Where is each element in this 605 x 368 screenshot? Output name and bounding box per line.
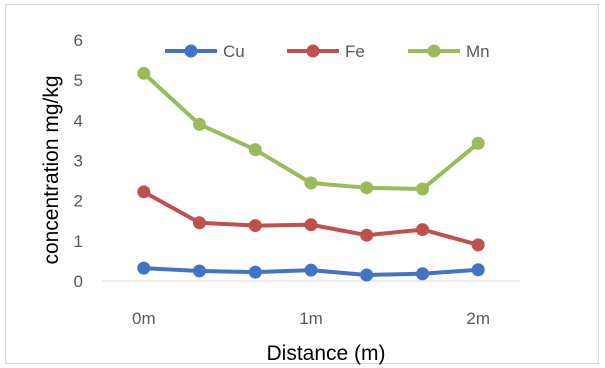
data-point-mn bbox=[360, 181, 374, 195]
data-point-mn bbox=[248, 143, 262, 157]
y-tick-label: 5 bbox=[74, 71, 83, 90]
x-axis-title: Distance (m) bbox=[266, 342, 385, 365]
data-point-mn bbox=[416, 182, 430, 196]
data-point-cu bbox=[360, 268, 374, 282]
y-tick-label: 3 bbox=[74, 152, 83, 171]
y-tick-label: 1 bbox=[74, 232, 83, 251]
data-point-fe bbox=[471, 238, 485, 252]
y-tick-label: 0 bbox=[74, 272, 83, 291]
data-point-cu bbox=[471, 263, 485, 277]
data-point-fe bbox=[248, 219, 262, 233]
axis-layer: 0 1 2 3 4 5 6 0m 1m 2m bbox=[74, 31, 520, 328]
legend-marker-fe bbox=[306, 44, 320, 58]
y-axis-title: concentration mg/kg bbox=[40, 75, 63, 264]
x-tick-label: 1m bbox=[299, 309, 323, 328]
data-point-mn bbox=[137, 66, 151, 80]
x-tick-label: 0m bbox=[132, 309, 156, 328]
data-point-fe bbox=[416, 223, 430, 237]
data-point-fe bbox=[137, 185, 151, 199]
data-point-cu bbox=[137, 261, 151, 275]
data-point-cu bbox=[304, 263, 318, 277]
data-point-fe bbox=[360, 228, 374, 242]
series-line-mn bbox=[141, 71, 481, 192]
data-point-mn bbox=[304, 176, 318, 190]
legend-label-mn: Mn bbox=[466, 42, 490, 61]
y-tick-label: 6 bbox=[74, 31, 83, 50]
data-point-mn bbox=[471, 136, 485, 150]
data-point-mn bbox=[192, 117, 206, 131]
data-point-cu bbox=[192, 264, 206, 278]
y-tick-label: 4 bbox=[74, 111, 83, 130]
data-point-fe bbox=[192, 216, 206, 230]
legend-label-fe: Fe bbox=[345, 42, 365, 61]
chart-frame bbox=[5, 4, 599, 364]
series-layer bbox=[137, 66, 485, 282]
legend-marker-mn bbox=[427, 44, 441, 58]
legend-marker-cu bbox=[184, 44, 198, 58]
legend: Cu Fe Mn bbox=[165, 42, 490, 61]
data-point-cu bbox=[416, 267, 430, 281]
data-point-fe bbox=[304, 218, 318, 232]
legend-label-cu: Cu bbox=[223, 42, 245, 61]
y-tick-label: 2 bbox=[74, 192, 83, 211]
data-point-cu bbox=[248, 265, 262, 279]
x-tick-label: 2m bbox=[466, 309, 490, 328]
